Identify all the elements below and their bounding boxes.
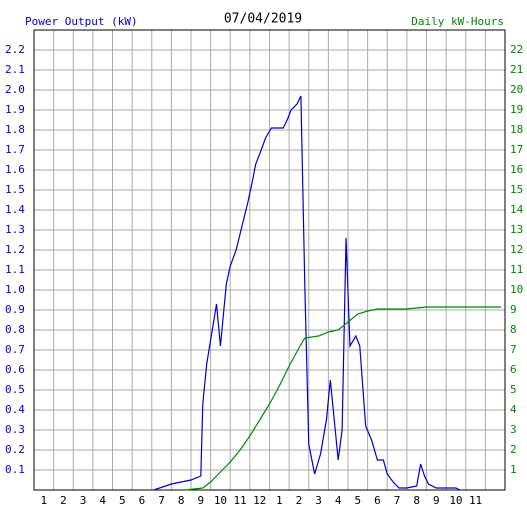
x-tick-label: 9 — [198, 494, 205, 507]
y2-tick-label: 7 — [510, 343, 517, 356]
y2-tick-label: 10 — [510, 283, 523, 296]
y-tick-label: 0.4 — [5, 403, 25, 416]
x-tick-label: 6 — [139, 494, 146, 507]
x-tick-label: 4 — [99, 494, 106, 507]
y2-tick-label: 18 — [510, 123, 523, 136]
y2-tick-label: 5 — [510, 383, 517, 396]
x-tick-label: 7 — [158, 494, 165, 507]
y2-tick-label: 12 — [510, 243, 523, 256]
y-tick-label: 1.8 — [5, 123, 25, 136]
x-tick-label: 5 — [355, 494, 362, 507]
y2-tick-label: 21 — [510, 63, 523, 76]
x-tick-label: 7 — [394, 494, 401, 507]
y2-tick-label: 20 — [510, 83, 523, 96]
x-tick-label: 11 — [233, 494, 246, 507]
x-tick-label: 1 — [41, 494, 48, 507]
y2-tick-label: 3 — [510, 423, 517, 436]
y-tick-label: 0.9 — [5, 303, 25, 316]
y2-tick-label: 1 — [510, 463, 517, 476]
y2-axis-label: Daily kW-Hours — [411, 15, 504, 28]
y-tick-label: 0.6 — [5, 363, 25, 376]
x-tick-label: 4 — [335, 494, 342, 507]
y-tick-label: 1.5 — [5, 183, 25, 196]
y2-tick-label: 4 — [510, 403, 517, 416]
x-tick-label: 10 — [214, 494, 227, 507]
y2-tick-label: 16 — [510, 163, 523, 176]
x-tick-label: 9 — [433, 494, 440, 507]
x-tick-label: 11 — [469, 494, 482, 507]
x-tick-label: 2 — [296, 494, 303, 507]
plot-border — [33, 29, 506, 491]
y-tick-label: 1.2 — [5, 243, 25, 256]
y-tick-label: 0.2 — [5, 443, 25, 456]
y-tick-label: 1.0 — [5, 283, 25, 296]
y-tick-label: 0.5 — [5, 383, 25, 396]
y-tick-label: 2.0 — [5, 83, 25, 96]
y2-tick-label: 2 — [510, 443, 517, 456]
y2-tick-label: 22 — [510, 43, 523, 56]
y2-tick-label: 6 — [510, 363, 517, 376]
x-tick-label: 10 — [449, 494, 462, 507]
x-tick-label: 5 — [119, 494, 126, 507]
x-tick-label: 6 — [374, 494, 381, 507]
x-tick-label: 1 — [276, 494, 283, 507]
y-tick-label: 1.4 — [5, 203, 25, 216]
y-tick-label: 1.1 — [5, 263, 25, 276]
x-tick-label: 12 — [253, 494, 266, 507]
y2-tick-label: 15 — [510, 183, 523, 196]
power-line — [185, 306, 502, 491]
x-tick-label: 3 — [315, 494, 322, 507]
y-tick-label: 0.7 — [5, 343, 25, 356]
chart-title: 07/04/2019 — [224, 12, 302, 27]
y-tick-label: 1.9 — [5, 103, 25, 116]
y-tick-label: 1.7 — [5, 143, 25, 156]
y2-tick-label: 19 — [510, 103, 523, 116]
y-tick-label: 0.1 — [5, 463, 25, 476]
y2-tick-label: 8 — [510, 323, 517, 336]
power-line — [153, 95, 461, 491]
y-tick-label: 2.2 — [5, 43, 25, 56]
y2-tick-label: 9 — [510, 303, 517, 316]
y2-tick-label: 14 — [510, 203, 524, 216]
y-tick-label: 0.3 — [5, 423, 25, 436]
x-tick-label: 2 — [60, 494, 67, 507]
y2-tick-label: 17 — [510, 143, 523, 156]
y2-tick-label: 11 — [510, 263, 523, 276]
y-tick-label: 1.6 — [5, 163, 25, 176]
x-tick-label: 8 — [178, 494, 185, 507]
x-tick-label: 3 — [80, 494, 87, 507]
y2-tick-label: 13 — [510, 223, 523, 236]
y-tick-label: 0.8 — [5, 323, 25, 336]
x-tick-label: 8 — [413, 494, 420, 507]
y-tick-label: 1.3 — [5, 223, 25, 236]
y-axis-label: Power Output (kW) — [25, 15, 138, 28]
y-tick-label: 2.1 — [5, 63, 25, 76]
